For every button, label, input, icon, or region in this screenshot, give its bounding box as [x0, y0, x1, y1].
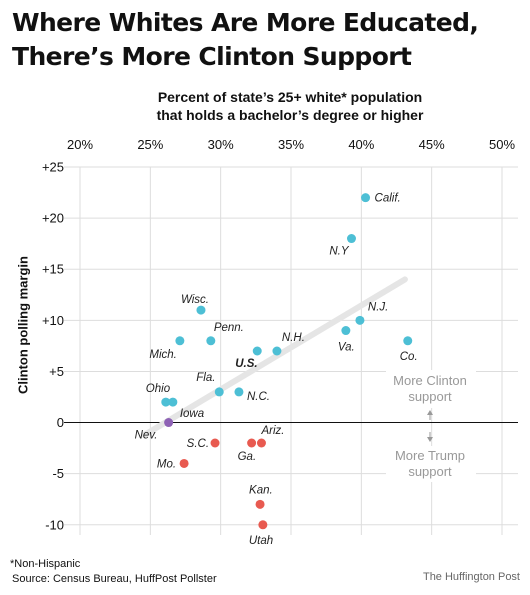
footnote-line-2: Source: Census Bureau, HuffPost Pollster — [12, 573, 217, 585]
data-point — [255, 499, 265, 509]
data-point — [161, 397, 171, 407]
data-label: U.S. — [235, 358, 257, 370]
annotation-trump-text: support — [408, 464, 452, 479]
data-label: Fla. — [196, 372, 215, 384]
data-label: N.C. — [247, 391, 270, 403]
data-label: N.H. — [282, 332, 305, 344]
x-tick-label: 45% — [419, 137, 445, 152]
data-label: Ariz. — [260, 425, 284, 437]
y-tick-label: +10 — [42, 313, 64, 328]
data-label: N.J. — [368, 301, 388, 313]
data-point — [168, 397, 178, 407]
data-point — [196, 305, 206, 315]
data-point — [234, 387, 244, 397]
data-point — [272, 346, 282, 356]
data-point — [175, 336, 185, 346]
x-axis-title: Percent of state’s 25+ white* population… — [60, 88, 520, 124]
x-tick-label: 30% — [208, 137, 234, 152]
chart-title: Where Whites Are More Educated, There’s … — [12, 8, 479, 71]
data-label: Ga. — [238, 451, 257, 463]
data-label: Co. — [400, 351, 418, 363]
annotation-bg-top — [386, 370, 476, 408]
y-tick-label: +5 — [49, 364, 64, 379]
footnote: *Non-Hispanic Source: Census Bureau, Huf… — [10, 557, 217, 587]
x-tick-label: 50% — [489, 137, 515, 152]
y-tick-label: 0 — [57, 415, 64, 430]
data-point — [247, 438, 257, 448]
y-tick-label: -5 — [52, 466, 64, 481]
data-point — [206, 336, 216, 346]
data-point — [258, 520, 268, 530]
footnote-line-1: *Non-Hispanic — [10, 558, 81, 570]
data-point — [355, 315, 365, 325]
data-label: S.C. — [187, 438, 209, 450]
data-point — [361, 193, 371, 203]
data-label: Wisc. — [181, 294, 209, 306]
x-tick-label: 35% — [278, 137, 304, 152]
x-tick-label: 20% — [67, 137, 93, 152]
annotation-clinton-text: More Clinton — [393, 373, 467, 388]
data-point — [256, 438, 266, 448]
data-point — [164, 418, 174, 428]
data-point — [210, 438, 220, 448]
y-tick-label: +15 — [42, 262, 64, 277]
annotation-bg-bottom — [386, 446, 476, 482]
data-label: Nev. — [135, 430, 158, 442]
y-tick-label: +20 — [42, 211, 64, 226]
data-point — [403, 336, 413, 346]
data-label: Iowa — [180, 408, 204, 420]
x-axis-title-line-2: that holds a bachelor’s degree or higher — [156, 107, 424, 123]
data-label: Mo. — [157, 458, 176, 470]
data-point — [179, 458, 189, 468]
arrow-down-head — [427, 437, 433, 442]
arrow-up-head — [427, 410, 433, 415]
x-tick-label: 40% — [348, 137, 374, 152]
annotation-trump-text: More Trump — [395, 448, 465, 463]
data-label: Penn. — [214, 322, 244, 334]
data-label: Utah — [249, 535, 273, 547]
data-label: N.Y — [329, 246, 350, 258]
y-tick-label: -10 — [45, 517, 64, 532]
data-point — [346, 234, 356, 244]
x-tick-label: 25% — [137, 137, 163, 152]
y-tick-label: +25 — [42, 160, 64, 175]
x-axis-title-line-1: Percent of state’s 25+ white* population — [157, 89, 423, 105]
data-point — [252, 346, 262, 356]
annotation-clinton-text: support — [408, 389, 452, 404]
credit: The Huffington Post — [422, 571, 520, 583]
data-point — [341, 326, 351, 336]
data-label: Calif. — [375, 193, 401, 205]
data-point — [214, 387, 224, 397]
data-label: Kan. — [249, 484, 273, 496]
data-label: Mich. — [149, 349, 176, 361]
data-label: Va. — [338, 342, 355, 354]
data-label: Ohio — [146, 383, 171, 395]
trend-line — [141, 276, 408, 438]
